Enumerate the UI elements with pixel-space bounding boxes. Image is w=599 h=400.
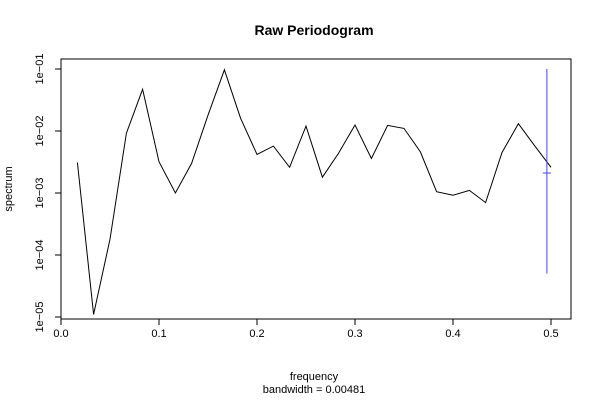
x-tick-label: 0.1 — [151, 328, 166, 340]
y-axis-label: spectrum — [3, 166, 15, 211]
y-tick-label: 1e−01 — [34, 54, 46, 85]
y-tick-label: 1e−02 — [34, 116, 46, 147]
x-tick-label: 0.3 — [347, 328, 362, 340]
x-tick-label: 0.0 — [53, 328, 68, 340]
y-axis: 1e−05 1e−04 1e−03 1e−02 1e−01 — [34, 54, 62, 333]
chart-title: Raw Periodogram — [254, 22, 373, 38]
plot-frame — [60, 58, 572, 320]
x-axis-sublabel: bandwidth = 0.00481 — [263, 384, 365, 396]
y-tick-label: 1e−05 — [34, 302, 46, 333]
y-tick-label: 1e−03 — [34, 178, 46, 209]
series-layer — [76, 68, 552, 315]
spectrum-line — [76, 68, 552, 315]
x-tick-label: 0.5 — [543, 328, 558, 340]
x-tick-label: 0.4 — [445, 328, 460, 340]
x-axis: 0.0 0.1 0.2 0.3 0.4 0.5 — [53, 318, 559, 340]
x-axis-label: frequency — [290, 371, 339, 383]
confidence-interval — [542, 69, 551, 274]
y-tick-label: 1e−04 — [34, 240, 46, 271]
x-tick-label: 0.2 — [249, 328, 264, 340]
